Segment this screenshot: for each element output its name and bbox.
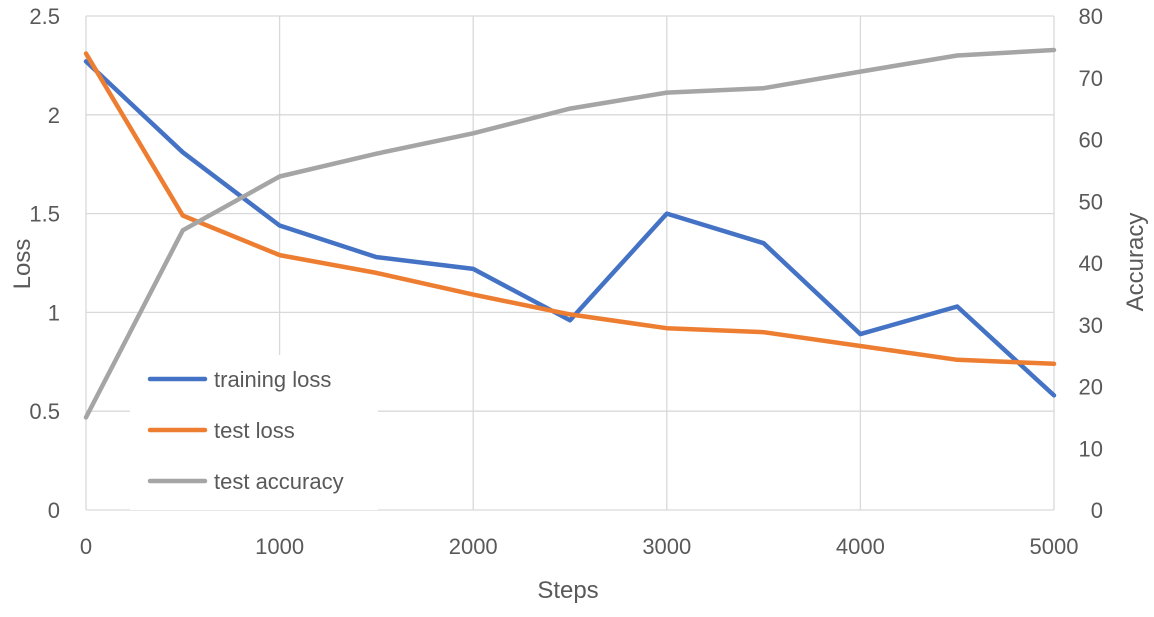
y2-tick-label: 20 (1079, 375, 1103, 400)
x-tick-label: 1000 (255, 534, 304, 559)
legend-label: test accuracy (214, 469, 344, 494)
legend: training loss test loss test accuracy (130, 355, 378, 510)
x-tick-label: 4000 (836, 534, 885, 559)
tick-labels: 0 1000 2000 3000 4000 5000 0 0.5 1 1.5 2 2.5 0 10 20 30… (29, 4, 1103, 559)
x-tick-label: 2000 (449, 534, 498, 559)
y2-tick-label: 10 (1079, 436, 1103, 461)
x-tick-label: 5000 (1030, 534, 1079, 559)
axis-titles: Steps Loss Accuracy (9, 213, 1149, 604)
y-tick-label: 0 (48, 498, 60, 523)
x-axis-title: Steps (537, 577, 598, 604)
y2-tick-label: 80 (1079, 4, 1103, 29)
y2-tick-label: 30 (1079, 313, 1103, 338)
y2-tick-label: 70 (1079, 66, 1103, 91)
y-tick-label: 2 (48, 103, 60, 128)
y-tick-label: 2.5 (29, 4, 60, 29)
y-tick-label: 1 (48, 300, 60, 325)
series-lines (83, 47, 1057, 420)
y2-tick-label: 50 (1079, 189, 1103, 214)
y2-tick-label: 40 (1079, 251, 1103, 276)
legend-label: training loss (214, 367, 331, 392)
y2-tick-label: 0 (1091, 498, 1103, 523)
y-tick-label: 1.5 (29, 202, 60, 227)
y-axis-title: Loss (9, 239, 36, 290)
y-tick-label: 0.5 (29, 399, 60, 424)
series-line-training-loss (83, 59, 1057, 398)
legend-label: test loss (214, 418, 295, 443)
y2-axis-title: Accuracy (1122, 213, 1149, 312)
series-line-test-loss (83, 51, 1057, 367)
y2-tick-label: 60 (1079, 128, 1103, 153)
x-tick-label: 3000 (642, 534, 691, 559)
series-line-test-accuracy (83, 47, 1057, 420)
x-tick-label: 0 (80, 534, 92, 559)
